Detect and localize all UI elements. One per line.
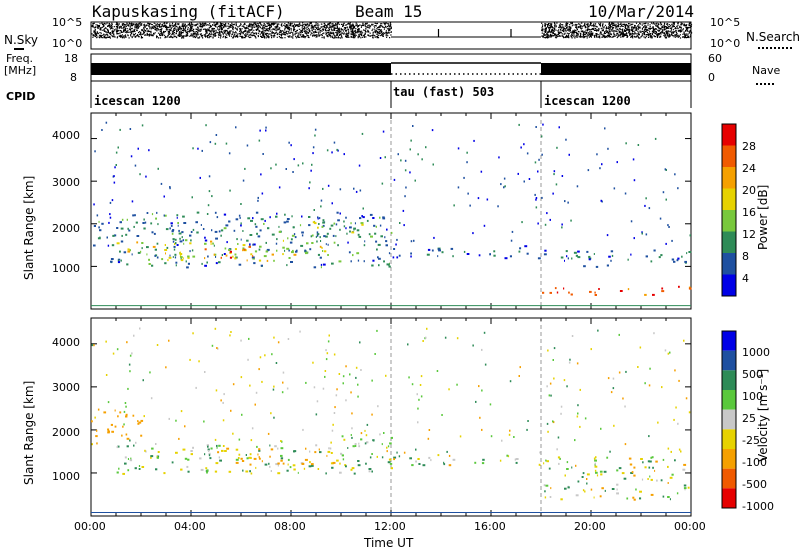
power-colorbar-swatch xyxy=(722,188,736,210)
power-ytick-3000: 3000 xyxy=(52,176,80,189)
velocity-colorbar-swatch xyxy=(722,429,736,449)
velocity-ytick-4000: 4000 xyxy=(52,336,80,349)
velocity-ytick-3000: 3000 xyxy=(52,381,80,394)
vel-cb-tick-25: 25 xyxy=(742,412,756,425)
vel-cb-tick-m500: -500 xyxy=(742,478,767,491)
cpid-segment-1: icescan 1200 xyxy=(94,94,181,108)
x-axis-label: Time UT xyxy=(364,536,414,550)
power-region-3 xyxy=(291,220,366,247)
beam-title: Beam 15 xyxy=(355,2,423,21)
freq-tick-low: 8 xyxy=(70,71,77,84)
power-cb-tick-20: 20 xyxy=(742,184,756,197)
xtick-0: 00:00 xyxy=(74,520,106,533)
velocity-colorbar-swatch xyxy=(722,370,736,390)
velocity-region-5 xyxy=(543,456,690,501)
station-title: Kapuskasing (fitACF) xyxy=(92,2,285,21)
power-cb-tick-12: 12 xyxy=(742,228,756,241)
velocity-ytick-1000: 1000 xyxy=(52,470,80,483)
nsky-right-tick-low: 10^0 xyxy=(710,37,741,50)
velocity-colorbar-swatch xyxy=(722,488,736,508)
power-colorbar-swatch xyxy=(722,145,736,167)
xtick-4: 16:00 xyxy=(474,520,506,533)
power-region-2 xyxy=(204,245,254,260)
freq-unit-label: [MHz] xyxy=(4,64,37,77)
nsky-label: N.Sky xyxy=(4,33,39,47)
nsky-right-tick-high: 10^5 xyxy=(710,16,741,29)
velocity-colorbar-swatch xyxy=(722,390,736,410)
nsky-tick-high: 10^5 xyxy=(52,16,83,29)
power-region-6 xyxy=(542,285,692,296)
cpid-segment-3: icescan 1200 xyxy=(544,94,631,108)
vel-cb-tick-m1000: -1000 xyxy=(742,500,774,513)
nsearch-label: N.Search xyxy=(746,30,800,44)
velocity-region-1 xyxy=(116,444,393,475)
xtick-2: 08:00 xyxy=(274,520,306,533)
nsearch-dots xyxy=(758,47,792,49)
vel-cb-tick-500: 500 xyxy=(742,368,763,381)
power-ytick-1000: 1000 xyxy=(52,262,80,275)
vel-cb-tick-1000: 1000 xyxy=(742,346,770,359)
power-region-0 xyxy=(93,211,393,269)
velocity-colorbar-frame xyxy=(721,330,737,509)
xtick-6: 00:00 xyxy=(674,520,706,533)
vel-cb-tick-100: 100 xyxy=(742,390,763,403)
velocity-colorbar-swatch xyxy=(722,468,736,489)
power-sparse-echoes xyxy=(93,121,691,247)
velocity-sparse-echoes xyxy=(91,327,691,453)
velocity-colorbar-swatch xyxy=(722,449,736,469)
power-colorbar-frame xyxy=(721,123,737,297)
power-ytick-4000: 4000 xyxy=(52,129,80,142)
power-cb-tick-8: 8 xyxy=(742,250,749,263)
power-region-5 xyxy=(543,249,692,268)
cpid-label: CPID xyxy=(6,90,36,103)
power-cb-tick-28: 28 xyxy=(742,140,756,153)
velocity-colorbar-swatch xyxy=(722,409,736,430)
xtick-5: 20:00 xyxy=(574,520,606,533)
vel-cb-tick-m25: -25 xyxy=(742,434,760,447)
power-colorbar-swatch xyxy=(722,274,736,296)
date-title: 10/Mar/2014 xyxy=(588,2,694,21)
power-colorbar-swatch xyxy=(722,210,736,232)
power-cb-tick-4: 4 xyxy=(742,272,749,285)
power-colorbar-swatch xyxy=(722,231,736,253)
velocity-region-4 xyxy=(393,451,541,467)
nave-tick-high: 60 xyxy=(708,52,722,65)
velocity-region-2 xyxy=(217,447,336,467)
nave-tick-low: 0 xyxy=(708,71,715,84)
freq-band-1 xyxy=(91,63,391,75)
power-colorbar-swatch xyxy=(722,124,736,146)
power-cb-tick-24: 24 xyxy=(742,162,756,175)
nsky-noise-1 xyxy=(91,22,392,39)
velocity-region-0 xyxy=(91,408,144,440)
velocity-colorbar-swatch xyxy=(722,331,736,351)
freq-label: Freq. xyxy=(6,52,34,65)
power-colorbar-swatch xyxy=(722,167,736,189)
freq-tick-high: 18 xyxy=(64,52,78,65)
cpid-segment-2: tau (fast) 503 xyxy=(393,85,495,99)
xtick-3: 12:00 xyxy=(374,520,406,533)
nsky-tick-low: 10^0 xyxy=(52,37,83,50)
nsky-underline xyxy=(14,48,24,50)
power-cb-tick-16: 16 xyxy=(742,206,756,219)
velocity-colorbar-swatch xyxy=(722,350,736,371)
vel-cb-tick-m100: -100 xyxy=(742,456,767,469)
power-colorbar-swatch xyxy=(722,253,736,275)
nsky-noise-3 xyxy=(541,22,693,39)
power-ytick-2000: 2000 xyxy=(52,222,80,235)
velocity-ytick-2000: 2000 xyxy=(52,426,80,439)
nave-dots xyxy=(756,83,774,85)
freq-band-3 xyxy=(541,63,691,75)
nave-label: Nave xyxy=(752,64,781,77)
xtick-1: 04:00 xyxy=(174,520,206,533)
power-region-4 xyxy=(392,245,541,260)
